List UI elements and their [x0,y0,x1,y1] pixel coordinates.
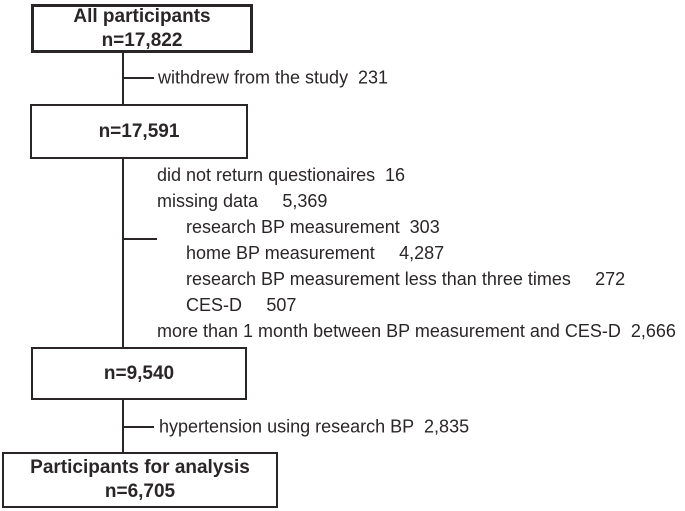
box-after-exclusions: n=9,540 [31,347,247,400]
exclusion-value: 4,287 [399,243,445,263]
exclusion-item: CES-D 507 [157,292,676,318]
exclusion-value: 272 [595,269,626,289]
exclusion-label: missing data [157,191,259,211]
exclusion-item: more than 1 month between BP measurement… [157,318,676,344]
exclusion-value: 5,369 [282,191,328,211]
exclusion-value: 303 [409,217,440,237]
exclusion-withdrew: withdrew from the study 231 [158,68,388,89]
exclusion-item: research BP measurement 303 [157,214,676,240]
exclusion-value: 2,666 [630,321,676,341]
connector-line [122,400,124,452]
exclusion-value: 16 [385,165,406,185]
exclusion-value: 507 [266,295,297,315]
exclusion-item: research BP measurement less than three … [157,266,676,292]
exclusion-label: more than 1 month between BP measurement… [157,321,621,341]
exclusion-value: 2,835 [424,416,470,437]
box-after-withdrawal: n=17,591 [30,104,248,159]
connector-line [122,53,124,104]
box-count: n=6,705 [104,481,176,502]
box-title: Participants for analysis [30,457,250,478]
exclusion-label: hypertension using research BP [159,416,415,437]
box-participants-for-analysis: Participants for analysis n=6,705 [2,452,278,508]
box-all-participants: All participants n=17,822 [31,4,253,53]
box-title: All participants [73,5,211,27]
exclusion-label: home BP measurement [186,243,375,263]
exclusion-item: did not return questionaires 16 [157,162,676,188]
exclusion-label: CES-D [186,295,243,315]
exclusion-label: research BP measurement less than three … [186,269,571,289]
box-count: n=17,591 [98,120,180,142]
exclusion-value: 231 [357,67,389,88]
box-count: n=17,822 [101,29,183,51]
branch-tick [124,77,154,79]
connector-line [122,159,124,347]
exclusion-label: did not return questionaires [157,165,376,185]
exclusion-label: research BP measurement [186,217,400,237]
exclusion-hypertension: hypertension using research BP 2,835 [159,417,469,438]
branch-tick [124,426,154,428]
exclusion-item: missing data 5,369 [157,188,676,214]
exclusion-label: withdrew from the study [158,67,349,88]
box-count: n=9,540 [103,362,175,384]
exclusion-item: home BP measurement 4,287 [157,240,676,266]
exclusion-list: did not return questionaires 16 missing d… [157,162,676,344]
branch-tick [124,238,157,240]
